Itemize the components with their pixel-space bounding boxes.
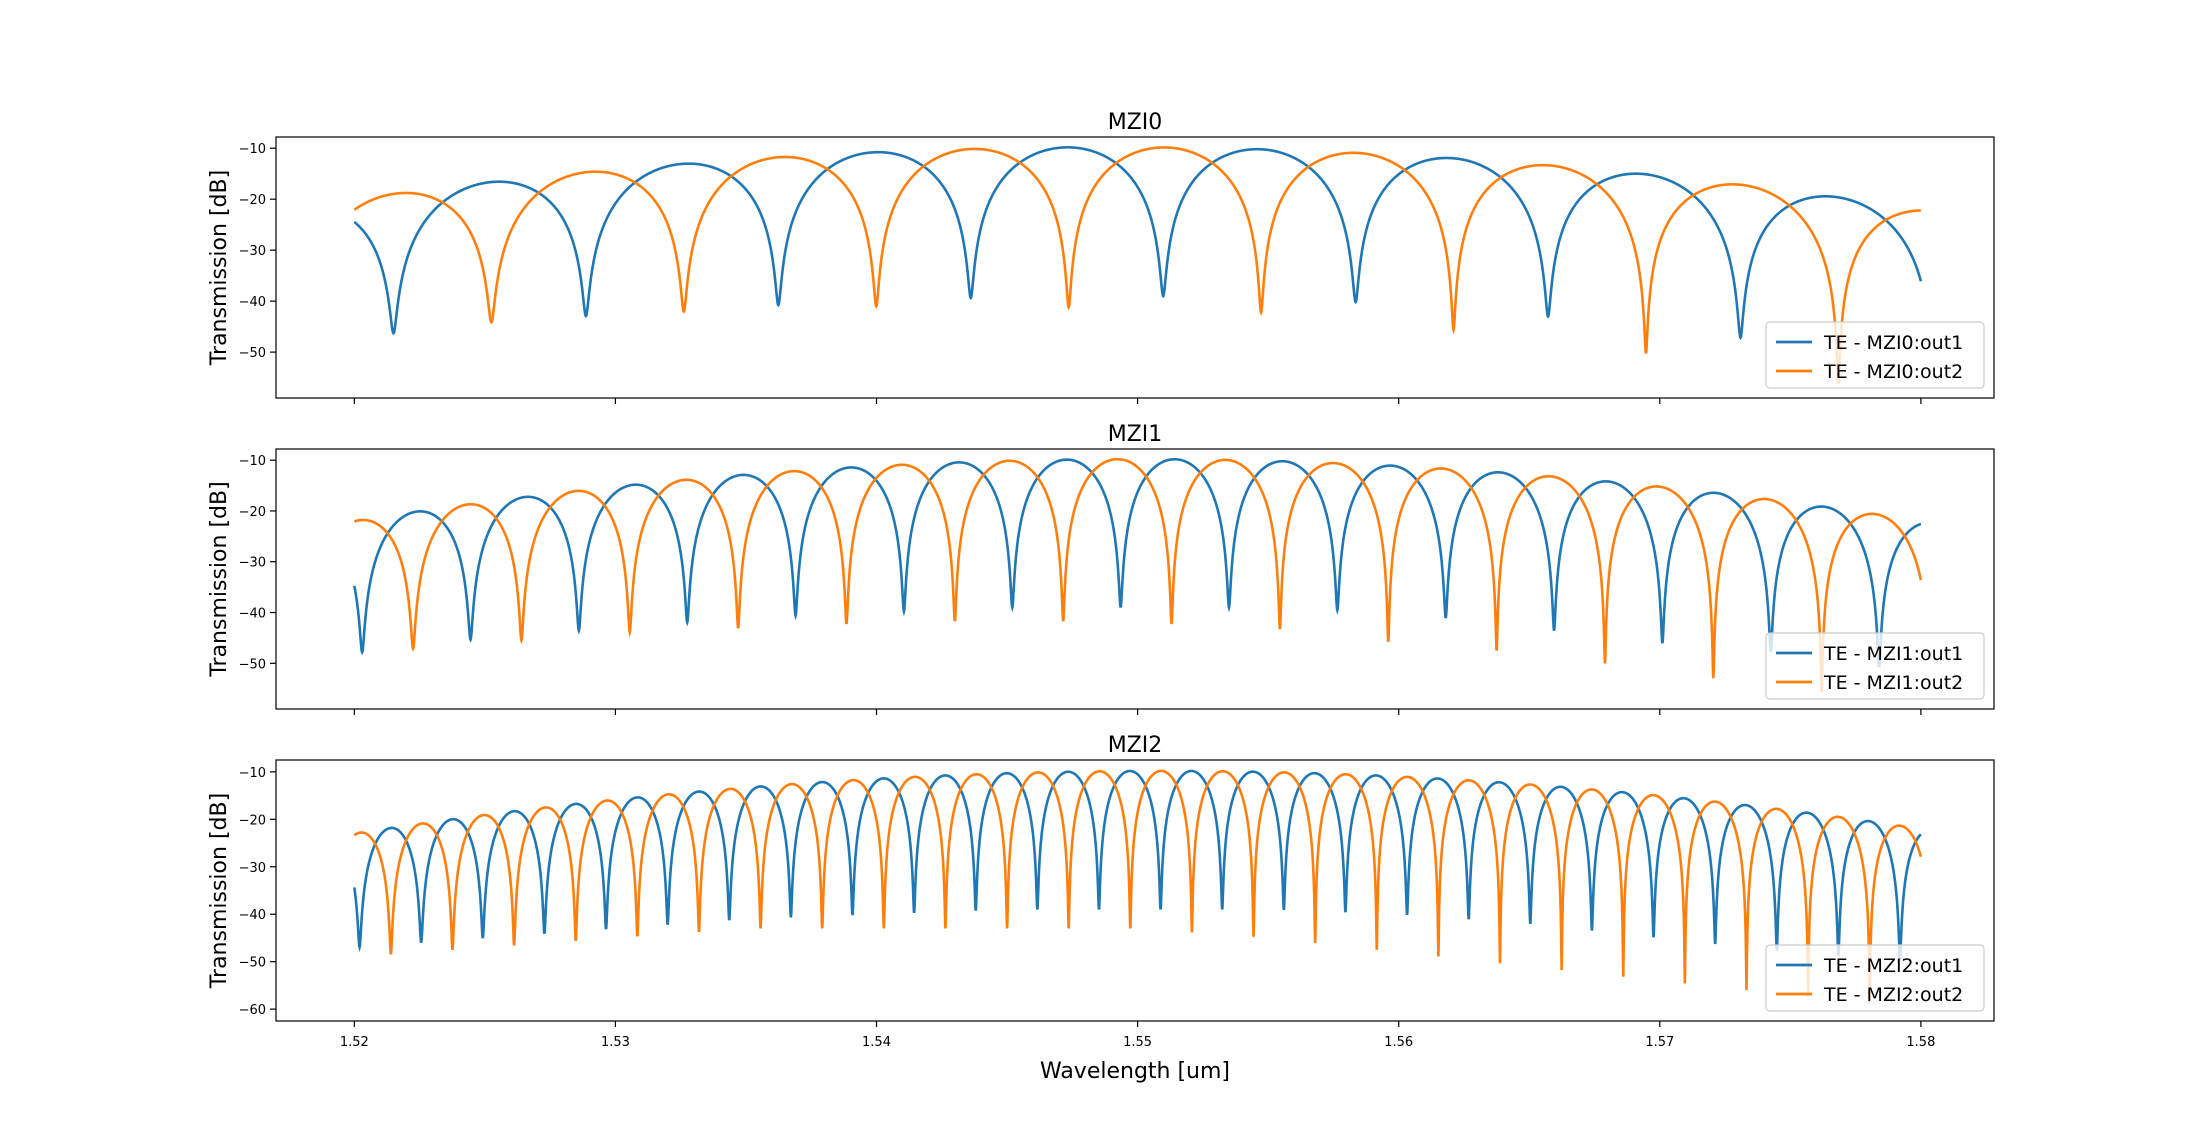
legend-label: TE - MZI0:out1	[1823, 332, 1963, 354]
legend-box	[1765, 321, 1985, 389]
legend-label: TE - MZI2:out2	[1823, 984, 1963, 1006]
legend-label: TE - MZI0:out2	[1823, 361, 1963, 383]
legend: TE - MZI2:out1 TE - MZI2:out2	[1765, 944, 1985, 1012]
y-tick-label: −50	[239, 956, 266, 971]
x-tick-label: 1.52	[340, 1035, 369, 1050]
y-axis-label: Transmission [dB]	[207, 170, 232, 366]
x-axis-label: Wavelength [um]	[1040, 1059, 1230, 1084]
y-tick-label: −10	[239, 766, 266, 781]
y-tick-label: −40	[239, 908, 266, 923]
axes-frame	[275, 448, 1995, 710]
x-tick-label: 1.58	[1906, 1035, 1935, 1050]
y-tick-label: −10	[239, 454, 266, 469]
legend-box	[1765, 632, 1985, 700]
y-tick-label: −40	[239, 607, 266, 622]
y-tick-label: −40	[239, 295, 266, 310]
y-tick-label: −30	[239, 244, 266, 259]
series-line-2	[353, 457, 1923, 693]
subplot-mzi1: MZI1 −10 −20 −30 −40 −50 Transmission [dB] TE -…	[207, 422, 1995, 715]
y-tick-label: −50	[239, 657, 266, 672]
series-line-1	[353, 769, 1922, 961]
subplot-mzi0: MZI0 −10 −20 −30 −40 −50 Transmission [dB] TE -…	[207, 110, 1995, 404]
x-tick-label: 1.56	[1384, 1035, 1413, 1050]
y-tick-label: −20	[239, 193, 266, 208]
y-tick-label: −10	[239, 142, 266, 157]
y-tick-label: −30	[239, 556, 266, 571]
series-line-2	[353, 769, 1923, 1004]
axes-frame	[275, 136, 1995, 399]
y-axis-label: Transmission [dB]	[207, 793, 232, 989]
x-tick-label: 1.57	[1645, 1035, 1674, 1050]
legend-label: TE - MZI1:out1	[1823, 643, 1963, 665]
subplot-title: MZI2	[1108, 733, 1163, 758]
series-line-2	[353, 146, 1921, 385]
legend: TE - MZI1:out1 TE - MZI1:out2	[1765, 632, 1985, 700]
axes-frame	[275, 759, 1995, 1022]
legend: TE - MZI0:out1 TE - MZI0:out2	[1765, 321, 1985, 389]
x-tick-label: 1.54	[862, 1035, 891, 1050]
y-tick-label: −20	[239, 813, 266, 828]
subplot-title: MZI1	[1108, 422, 1163, 447]
y-tick-label: −20	[239, 505, 266, 520]
y-tick-label: −50	[239, 346, 266, 361]
series-line-1	[353, 146, 1923, 341]
y-axis-label: Transmission [dB]	[207, 481, 232, 677]
y-tick-label: −60	[239, 1003, 266, 1018]
y-tick-label: −30	[239, 861, 266, 876]
legend-box	[1765, 944, 1985, 1012]
series-line-1	[353, 457, 1922, 668]
subplot-title: MZI0	[1108, 110, 1163, 135]
x-tick-label: 1.55	[1123, 1035, 1152, 1050]
legend-label: TE - MZI1:out2	[1823, 672, 1963, 694]
x-tick-label: 1.53	[601, 1035, 630, 1050]
legend-label: TE - MZI2:out1	[1823, 955, 1963, 977]
subplot-mzi2: MZI2 −10 −20 −30 −40 −50 −60 1.52 1.53 1.54 1.55 1.…	[207, 733, 1995, 1084]
